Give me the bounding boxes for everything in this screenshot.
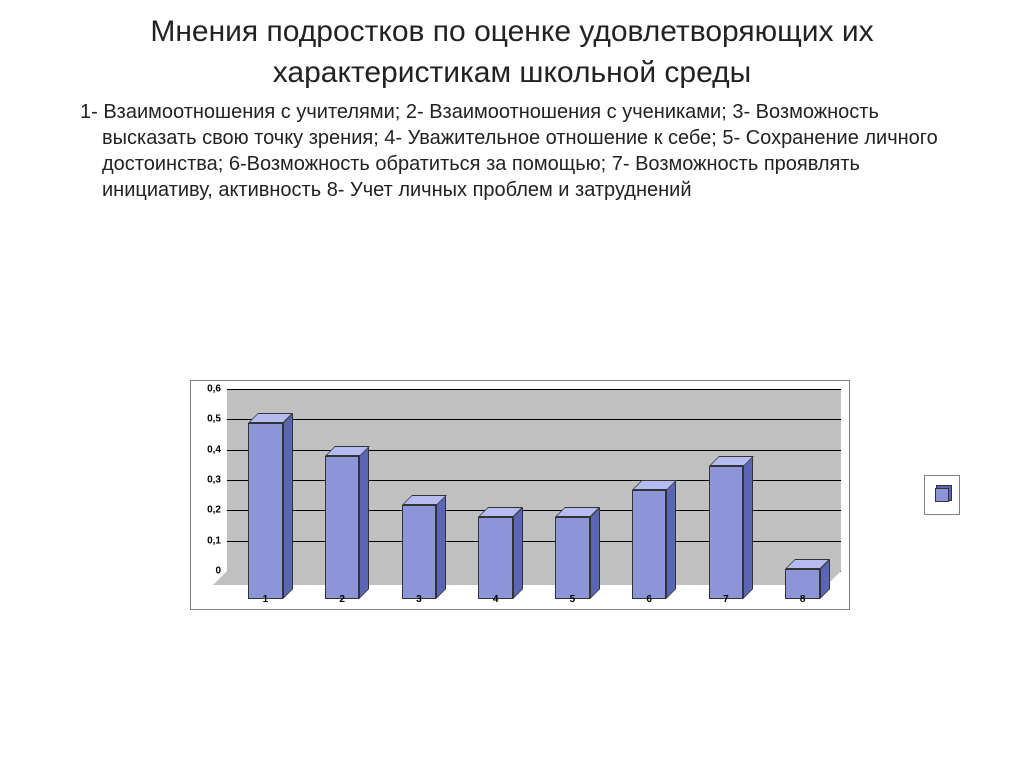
bar-side bbox=[590, 507, 600, 599]
bar bbox=[632, 490, 667, 599]
bar-side bbox=[743, 456, 753, 599]
series-swatch-icon bbox=[935, 488, 949, 502]
bar-front bbox=[555, 517, 590, 599]
x-tick-label: 5 bbox=[570, 594, 576, 605]
y-tick-label: 0,1 bbox=[207, 535, 221, 546]
bar-side bbox=[359, 446, 369, 599]
bar-side bbox=[666, 480, 676, 599]
bar-front bbox=[632, 490, 667, 599]
bar-front bbox=[325, 456, 360, 599]
y-tick-label: 0,2 bbox=[207, 505, 221, 516]
series-legend bbox=[924, 475, 960, 515]
y-tick-label: 0,4 bbox=[207, 444, 221, 455]
bar-front bbox=[248, 423, 283, 599]
legend-paragraph: 1- Взаимоотношения с учителями; 2- Взаим… bbox=[22, 93, 1024, 203]
bar bbox=[325, 456, 360, 599]
y-tick-label: 0,6 bbox=[207, 384, 221, 395]
bars-layer bbox=[227, 403, 841, 599]
bar-side bbox=[436, 495, 446, 599]
y-tick-label: 0,5 bbox=[207, 414, 221, 425]
bar bbox=[402, 505, 437, 599]
bar-side bbox=[283, 413, 293, 599]
bar bbox=[248, 423, 283, 599]
x-axis-labels: 1 2 3 4 5 6 7 8 bbox=[227, 589, 841, 605]
grid-line bbox=[227, 389, 841, 390]
bar bbox=[709, 466, 744, 599]
y-tick-label: 0,3 bbox=[207, 475, 221, 486]
bar bbox=[555, 517, 590, 599]
x-tick-label: 2 bbox=[339, 594, 345, 605]
y-axis-labels: 00,10,20,30,40,50,6 bbox=[193, 389, 223, 585]
x-tick-label: 6 bbox=[646, 594, 652, 605]
bar-front bbox=[709, 466, 744, 599]
bar-front bbox=[402, 505, 437, 599]
x-tick-label: 7 bbox=[723, 594, 729, 605]
chart-plot-box: 0 0,1 0,2 0,3 0,4 0,5 0,6 1 2 3 4 5 6 7 8 bbox=[190, 380, 850, 610]
x-tick-label: 3 bbox=[416, 594, 422, 605]
slide-title: Мнения подростков по оценке удовлетворяю… bbox=[0, 0, 1024, 93]
x-tick-label: 8 bbox=[800, 594, 806, 605]
y-tick-label: 0 bbox=[215, 566, 221, 577]
x-tick-label: 1 bbox=[263, 594, 269, 605]
plot-area bbox=[227, 389, 841, 585]
bar-side bbox=[513, 507, 523, 599]
bar-front bbox=[478, 517, 513, 599]
chart-container: 0 0,1 0,2 0,3 0,4 0,5 0,6 1 2 3 4 5 6 7 8 bbox=[140, 380, 960, 640]
x-tick-label: 4 bbox=[493, 594, 499, 605]
bar bbox=[478, 517, 513, 599]
